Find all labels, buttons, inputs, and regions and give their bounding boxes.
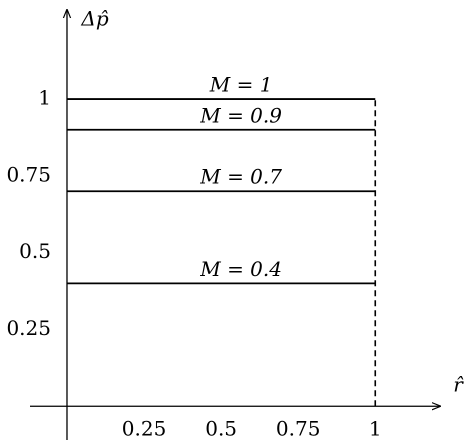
x-tick-label: 0.25	[122, 417, 167, 441]
y-tick-label: 1	[38, 86, 51, 110]
y-axis-label: Δp̂	[80, 7, 108, 31]
series-label: M = 0.9	[199, 103, 282, 127]
x-tick-label: 1	[369, 417, 382, 441]
series-label: M = 0.4	[199, 257, 282, 281]
x-tick-label: 0.75	[276, 417, 321, 441]
series-label: M = 1	[209, 73, 273, 97]
x-tick-label: 0.5	[205, 417, 237, 441]
x-axis-label: r̂	[453, 373, 464, 397]
y-tick-label: 0.75	[6, 162, 51, 186]
y-tick-label: 0.5	[19, 239, 51, 263]
y-tick-label: 0.25	[6, 316, 51, 340]
series-label: M = 0.7	[199, 165, 282, 189]
